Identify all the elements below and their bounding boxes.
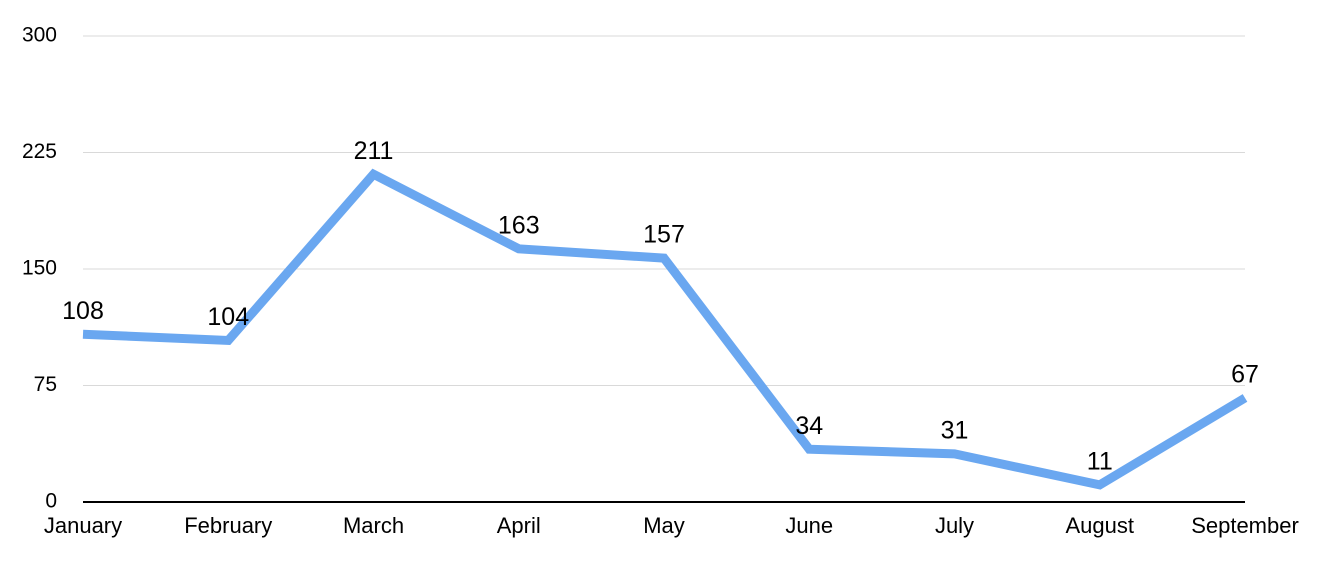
data-label: 31 [941,416,969,444]
data-label: 11 [1087,448,1113,476]
y-tick-label: 150 [22,257,57,280]
x-tick-label: July [935,513,974,538]
y-tick-label: 0 [45,490,57,513]
x-tick-label: March [343,513,404,538]
y-tick-label: 300 [22,24,57,47]
line [82,168,1248,490]
x-tick-label: September [1191,513,1299,538]
x-tick-label: June [785,513,833,538]
data-label: 157 [643,221,685,249]
y-tick-label: 75 [34,373,57,396]
data-label: 211 [354,137,394,165]
x-tick-label: February [184,513,272,538]
x-tick-label: May [643,513,685,538]
x-tick-label: January [44,513,122,538]
data-label: 104 [207,303,249,331]
data-label: 34 [795,412,823,440]
y-tick-label: 225 [22,140,57,163]
data-label: 67 [1231,361,1259,389]
x-tick-label: April [497,513,541,538]
data-label: 163 [498,211,540,239]
x-tick-label: August [1066,513,1135,538]
data-label: 108 [62,297,104,325]
